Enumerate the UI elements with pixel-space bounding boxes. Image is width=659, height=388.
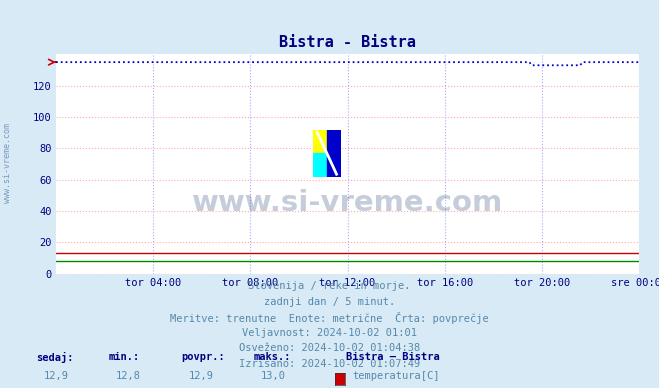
Polygon shape (313, 153, 327, 177)
Text: 12,8: 12,8 (116, 371, 141, 381)
Text: www.si-vreme.com: www.si-vreme.com (3, 123, 13, 203)
Text: 12,9: 12,9 (43, 371, 69, 381)
Text: sedaj:: sedaj: (36, 352, 74, 363)
Polygon shape (327, 130, 341, 177)
Text: Slovenija / reke in morje.: Slovenija / reke in morje. (248, 281, 411, 291)
Text: Osveženo: 2024-10-02 01:04:38: Osveženo: 2024-10-02 01:04:38 (239, 343, 420, 353)
Text: 13,0: 13,0 (261, 371, 286, 381)
Text: min.:: min.: (109, 352, 140, 362)
Text: Veljavnost: 2024-10-02 01:01: Veljavnost: 2024-10-02 01:01 (242, 328, 417, 338)
Text: povpr.:: povpr.: (181, 352, 225, 362)
Text: zadnji dan / 5 minut.: zadnji dan / 5 minut. (264, 297, 395, 307)
Text: Meritve: trenutne  Enote: metrične  Črta: povprečje: Meritve: trenutne Enote: metrične Črta: … (170, 312, 489, 324)
Text: www.si-vreme.com: www.si-vreme.com (192, 189, 503, 217)
Title: Bistra - Bistra: Bistra - Bistra (279, 35, 416, 50)
Text: temperatura[C]: temperatura[C] (353, 371, 440, 381)
Text: maks.:: maks.: (254, 352, 291, 362)
Text: Izrisano: 2024-10-02 01:07:49: Izrisano: 2024-10-02 01:07:49 (239, 359, 420, 369)
Text: Bistra – Bistra: Bistra – Bistra (346, 352, 440, 362)
Polygon shape (313, 130, 327, 153)
Text: 12,9: 12,9 (188, 371, 214, 381)
